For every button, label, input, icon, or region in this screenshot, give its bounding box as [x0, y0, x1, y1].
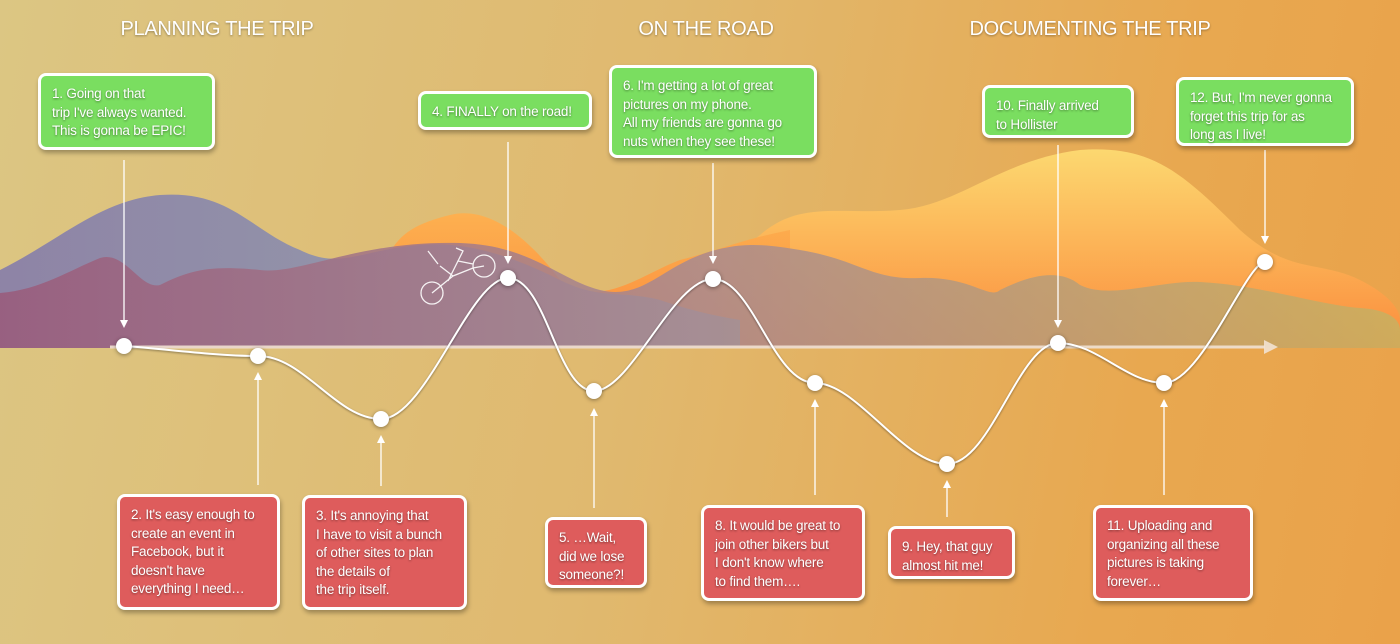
- step-card-9: 9. Hey, that guy almost hit me!: [888, 526, 1015, 579]
- timeline-arrowhead: [1264, 340, 1278, 354]
- motorcycle-icon: [420, 247, 496, 305]
- arrowhead-icon: [709, 256, 717, 264]
- arrowhead-icon: [1160, 399, 1168, 407]
- phase-title-on-the-road: ON THE ROAD: [638, 18, 774, 40]
- journey-point: [373, 411, 389, 427]
- journey-point: [1257, 254, 1273, 270]
- journey-point: [705, 271, 721, 287]
- arrowhead-icon: [811, 399, 819, 407]
- arrowhead-icon: [504, 256, 512, 264]
- step-card-5: 5. …Wait, did we lose someone?!: [545, 517, 647, 588]
- step-card-6: 6. I'm getting a lot of great pictures o…: [609, 65, 817, 158]
- journey-point: [1050, 335, 1066, 351]
- journey-point: [586, 383, 602, 399]
- arrowhead-icon: [943, 480, 951, 488]
- step-card-2: 2. It's easy enough to create an event i…: [117, 494, 280, 610]
- journey-point: [500, 270, 516, 286]
- step-card-4: 4. FINALLY on the road!: [418, 91, 592, 130]
- arrowhead-icon: [590, 408, 598, 416]
- arrowhead-icon: [120, 320, 128, 328]
- mountain-purple: [0, 242, 1400, 348]
- step-card-8: 8. It would be great to join other biker…: [701, 505, 865, 601]
- step-card-1: 1. Going on that trip I've always wanted…: [38, 73, 215, 150]
- journey-point: [250, 348, 266, 364]
- step-card-12: 12. But, I'm never gonna forget this tri…: [1176, 77, 1354, 146]
- journey-point: [807, 375, 823, 391]
- phase-title-documenting: DOCUMENTING THE TRIP: [969, 18, 1211, 40]
- arrowhead-icon: [254, 372, 262, 380]
- step-card-10: 10. Finally arrived to Hollister: [982, 85, 1134, 138]
- arrowhead-icon: [377, 435, 385, 443]
- arrowhead-icon: [1054, 320, 1062, 328]
- step-card-11: 11. Uploading and organizing all these p…: [1093, 505, 1253, 601]
- phase-title-planning: PLANNING THE TRIP: [120, 18, 314, 40]
- journey-point: [939, 456, 955, 472]
- journey-point: [1156, 375, 1172, 391]
- step-card-3: 3. It's annoying that I have to visit a …: [302, 495, 467, 610]
- arrowhead-icon: [1261, 236, 1269, 244]
- journey-point: [116, 338, 132, 354]
